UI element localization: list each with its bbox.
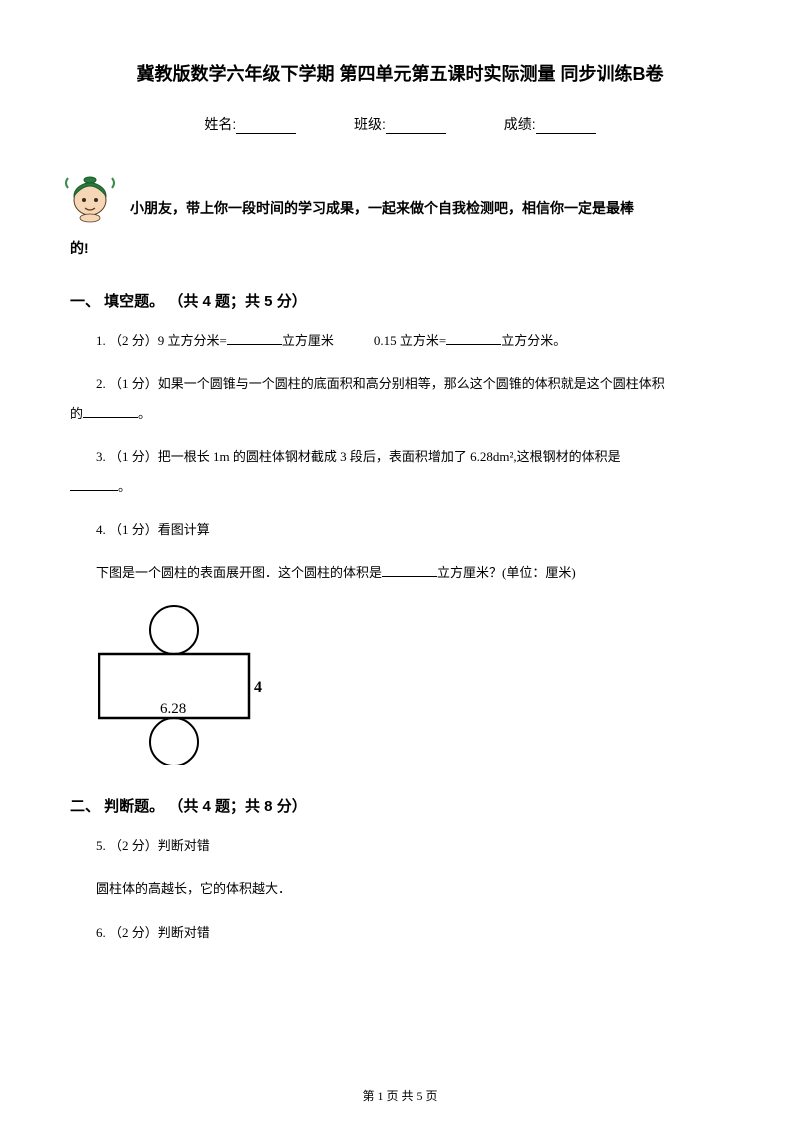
question-5-line2: 圆柱体的高越长，它的体积越大． <box>70 877 730 900</box>
page-footer: 第 1 页 共 5 页 <box>0 1087 800 1104</box>
footer-mid: 页 共 <box>383 1089 416 1103</box>
q4-text-c: 立方厘米？(单位：厘米) <box>437 565 576 580</box>
diagram-width-label: 6.28 <box>160 701 186 717</box>
name-blank <box>236 120 296 134</box>
question-4-line1: 4. （1 分）看图计算 <box>70 518 730 541</box>
question-1: 1. （2 分）9 立方分米= 立方厘米 0.15 立方米= 立方分米。 <box>70 329 730 352</box>
q1-blank2 <box>446 332 501 345</box>
q1-text-d: 立方分米。 <box>501 333 566 348</box>
q1-text-b: 立方厘米 <box>282 333 334 348</box>
q3-text-b: 。 <box>118 479 131 494</box>
footer-prefix: 第 <box>362 1089 377 1103</box>
q2-text-b: 的 <box>70 406 83 421</box>
question-2-line1: 2. （1 分）如果一个圆锥与一个圆柱的底面积和高分别相等，那么这个圆锥的体积就… <box>70 372 730 395</box>
name-label: 姓名: <box>204 114 236 134</box>
q2-text-c: 。 <box>138 406 151 421</box>
section1-header: 一、 填空题。 （共 4 题；共 5 分） <box>70 290 730 311</box>
question-6-line1: 6. （2 分）判断对错 <box>70 921 730 944</box>
kid-avatar-icon <box>60 158 120 223</box>
section2-header: 二、 判断题。 （共 4 题；共 8 分） <box>70 795 730 816</box>
q2-blank <box>83 405 138 418</box>
footer-suffix: 页 <box>423 1089 438 1103</box>
q1-text-a: 1. （2 分）9 立方分米= <box>96 333 227 348</box>
question-3-line2: 。 <box>70 475 730 498</box>
intro-row: 小朋友，带上你一段时间的学习成果，一起来做个自我检测吧，相信你一定是最棒 <box>70 158 730 223</box>
score-blank <box>536 120 596 134</box>
q4-text-b: 下图是一个圆柱的表面展开图．这个圆柱的体积是 <box>96 565 382 580</box>
q1-text-c: 0.15 立方米= <box>374 333 446 348</box>
q1-blank1 <box>227 332 282 345</box>
page-title: 冀教版数学六年级下学期 第四单元第五课时实际测量 同步训练B卷 <box>70 60 730 86</box>
question-3-line1: 3. （1 分）把一根长 1m 的圆柱体钢材截成 3 段后，表面积增加了 6.2… <box>70 445 730 468</box>
intro-line2: 的! <box>70 231 730 266</box>
class-label: 班级: <box>354 114 386 134</box>
cylinder-net-diagram: 6.28 4 <box>98 605 730 769</box>
question-2-line2: 的。 <box>70 402 730 425</box>
intro-line1: 小朋友，带上你一段时间的学习成果，一起来做个自我检测吧，相信你一定是最棒 <box>130 198 634 223</box>
q4-blank <box>382 564 437 577</box>
score-label: 成绩: <box>504 114 536 134</box>
question-4-line2: 下图是一个圆柱的表面展开图．这个圆柱的体积是 立方厘米？(单位：厘米) <box>70 561 730 584</box>
diagram-height-label: 4 <box>254 679 262 696</box>
question-5-line1: 5. （2 分）判断对错 <box>70 834 730 857</box>
q3-blank <box>70 478 118 491</box>
class-blank <box>386 120 446 134</box>
info-row: 姓名: 班级: 成绩: <box>70 114 730 134</box>
